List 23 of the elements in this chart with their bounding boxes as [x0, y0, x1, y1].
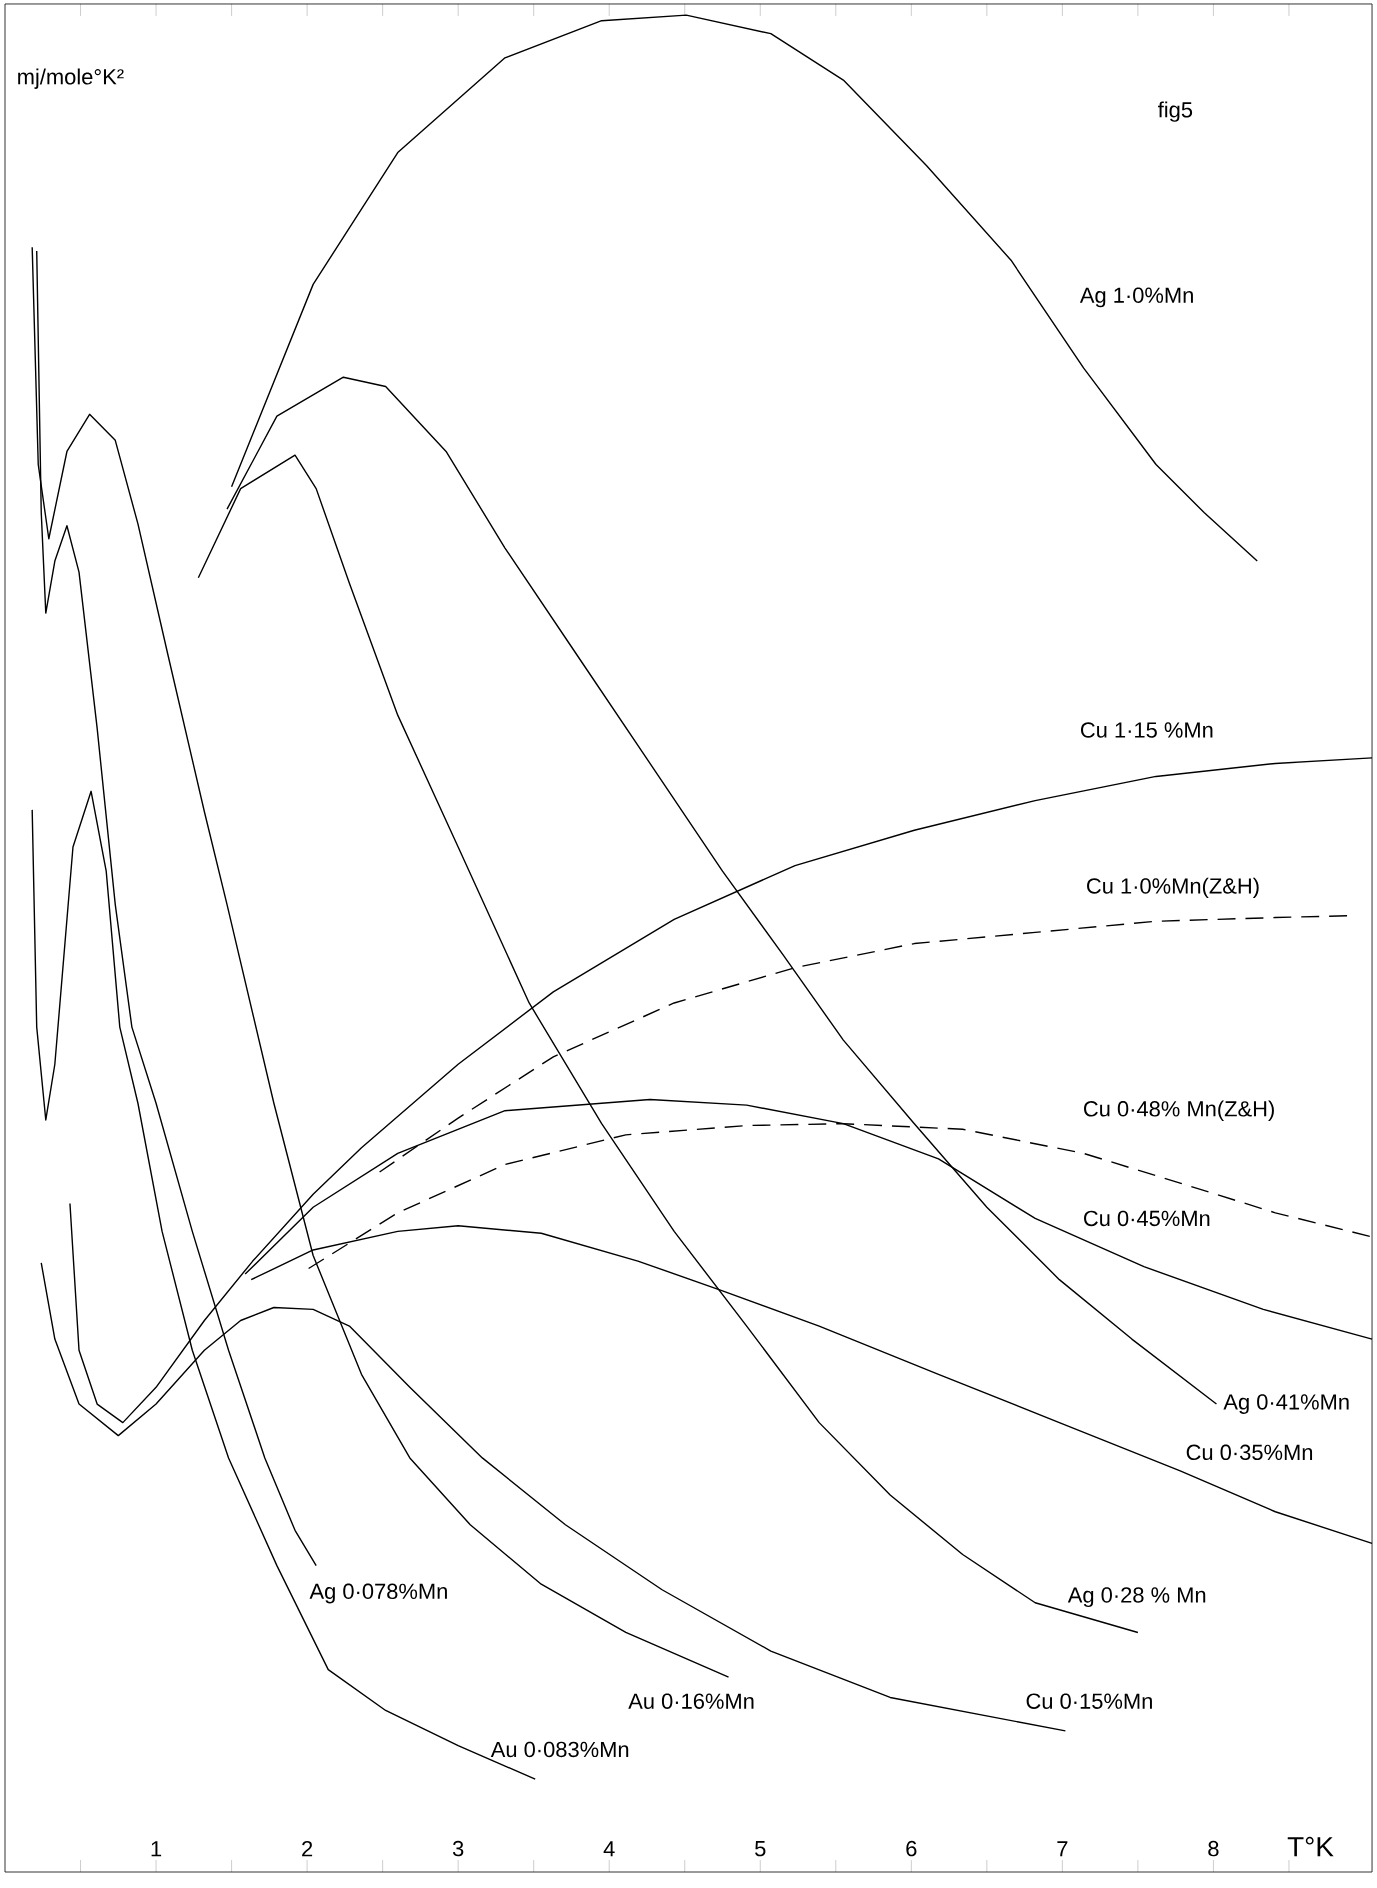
series-label: Ag 1·0%Mn: [1079, 287, 1193, 308]
x-tick-label: 8: [1208, 1840, 1219, 1857]
series-label: Ag 0·28 % Mn: [1067, 1587, 1206, 1608]
x-tick-label: 1: [151, 1841, 162, 1857]
x-tick-label: 6: [906, 1840, 917, 1857]
x-tick-label: 7: [1057, 1841, 1068, 1857]
series-label: Cu 0·48% Mn(Z&H): [1084, 1100, 1274, 1121]
x-tick-label: 2: [302, 1841, 313, 1857]
series-label: Cu 0·45%Mn: [1084, 1210, 1210, 1227]
x-tick-label: 3: [452, 1840, 464, 1857]
annotation: fig5: [1158, 101, 1193, 122]
series-label: Cu 0·15%Mn: [1026, 1693, 1152, 1709]
series-label: Cu 1·0%Mn(Z&H): [1087, 877, 1259, 899]
series-label: Au 0·083%Mn: [490, 1741, 629, 1758]
series-label: Cu 1·15 %Mn: [1080, 722, 1213, 738]
y-axis-title: mj/mole°K²: [18, 68, 124, 89]
series-label: Ag 0·078%Mn: [309, 1583, 447, 1604]
x-axis-title: T°K: [1287, 1836, 1334, 1857]
series-label: Au 0·16%Mn: [628, 1693, 754, 1709]
series-label: Ag 0·41%Mn: [1223, 1394, 1349, 1414]
x-tick-label: 5: [755, 1841, 766, 1857]
series-label: Cu 0·35%Mn: [1186, 1444, 1313, 1461]
x-tick-label: 4: [603, 1841, 615, 1857]
